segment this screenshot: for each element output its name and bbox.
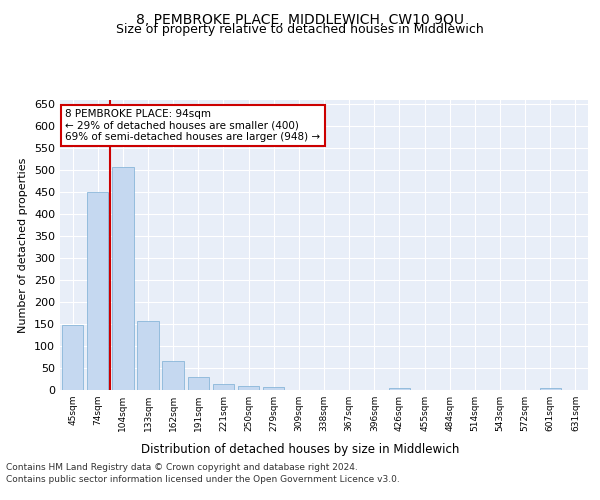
Text: Size of property relative to detached houses in Middlewich: Size of property relative to detached ho… <box>116 22 484 36</box>
Bar <box>188 377 209 390</box>
Y-axis label: Number of detached properties: Number of detached properties <box>19 158 28 332</box>
Bar <box>112 167 134 390</box>
Bar <box>238 386 259 390</box>
Text: 8 PEMBROKE PLACE: 94sqm
← 29% of detached houses are smaller (400)
69% of semi-d: 8 PEMBROKE PLACE: 94sqm ← 29% of detache… <box>65 108 320 142</box>
Text: Contains public sector information licensed under the Open Government Licence v3: Contains public sector information licen… <box>6 475 400 484</box>
Text: Distribution of detached houses by size in Middlewich: Distribution of detached houses by size … <box>141 442 459 456</box>
Bar <box>87 192 109 390</box>
Bar <box>389 388 410 390</box>
Bar <box>213 384 234 390</box>
Bar <box>263 388 284 390</box>
Bar <box>62 326 83 390</box>
Bar <box>539 388 561 390</box>
Bar <box>137 320 158 390</box>
Text: 8, PEMBROKE PLACE, MIDDLEWICH, CW10 9QU: 8, PEMBROKE PLACE, MIDDLEWICH, CW10 9QU <box>136 12 464 26</box>
Bar <box>163 362 184 390</box>
Text: Contains HM Land Registry data © Crown copyright and database right 2024.: Contains HM Land Registry data © Crown c… <box>6 464 358 472</box>
